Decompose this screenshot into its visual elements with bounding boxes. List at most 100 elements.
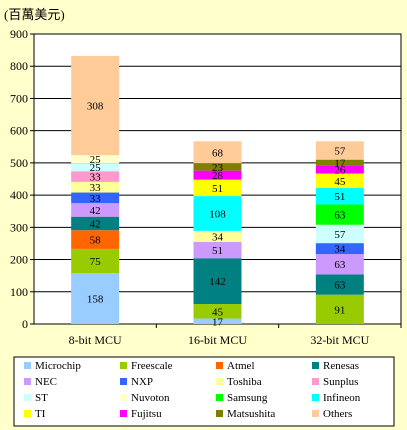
legend-swatch [216,410,223,417]
legend-swatch [312,410,319,417]
bar-segment [193,170,242,180]
data-label: 45 [212,306,224,318]
y-tick-label: 900 [10,27,28,41]
data-label: 25 [90,162,102,174]
y-tick-label: 0 [22,317,28,331]
data-label: 17 [334,157,346,169]
bar-segment [71,273,120,324]
data-label: 63 [334,210,346,222]
bar-segment [315,243,364,255]
legend-entry: ST [35,392,48,404]
data-label: 158 [87,294,104,306]
bar-segment [193,196,242,231]
legend-swatch [24,378,31,385]
data-label: 42 [90,205,101,217]
bar-segment [71,55,120,156]
data-label: 142 [209,276,226,288]
legend-swatch [216,378,223,385]
bar-segment [193,318,242,324]
bar-segment [315,204,364,225]
y-tick-label: 300 [10,220,28,234]
bar-segment [315,141,364,160]
legend-swatch [24,362,31,369]
legend-entry: Others [323,408,352,420]
legend-box [13,356,395,427]
bar-segment [315,294,364,324]
data-label: 308 [87,101,104,113]
y-tick-label: 400 [10,188,28,202]
y-tick-label: 100 [10,285,28,299]
legend-entry: Matsushita [227,408,275,420]
data-label: 34 [334,244,346,256]
legend-swatch [120,362,127,369]
legend-swatch [216,362,223,369]
legend-swatch [24,394,31,401]
legend-entry: Freescale [131,360,173,372]
data-label: 108 [209,208,226,220]
legend-entry: Microchip [35,360,81,372]
legend-swatch [312,394,319,401]
legend-swatch [312,362,319,369]
y-axis: 0 100 200 300 400 500 600 700 800 900 [10,27,34,331]
bar-segment [71,230,120,249]
legend-swatch [216,394,223,401]
legend-entry: Infineon [323,392,361,404]
data-label: 28 [212,170,224,182]
data-label: 23 [212,162,224,174]
y-tick-label: 200 [10,253,28,267]
data-label: 75 [90,256,102,268]
data-label: 63 [334,259,346,271]
data-label: 57 [334,145,346,157]
bar-segment [71,181,120,193]
data-label: 68 [212,147,224,159]
bar-segment [315,173,364,189]
bar-segment [71,248,120,274]
y-tick-label: 600 [10,124,28,138]
data-label: 45 [334,176,346,188]
data-label: 33 [90,182,102,194]
data-label: 51 [334,191,345,203]
legend-entry: Atmel [227,360,255,372]
legend-swatch [120,378,127,385]
data-label: 91 [334,304,345,316]
bar-segment [315,224,364,244]
bar-segment [71,216,120,231]
x-axis: 8-bit MCU 16-bit MCU 32-bit MCU [69,324,402,347]
data-label: 33 [90,193,102,205]
bar-segment [71,203,120,217]
bar-segment [71,155,120,164]
legend-entry: Fujitsu [131,408,162,420]
bar-segment [193,141,242,164]
data-label: 57 [334,229,346,241]
data-label: 63 [334,280,346,292]
data-label: 51 [212,183,223,195]
bar-segment [315,274,364,295]
legend-entry: Toshiba [227,376,262,388]
bar-segment [193,258,242,305]
data-label: 34 [212,231,224,243]
x-tick-label: 32-bit MCU [310,333,369,347]
data-label: 25 [90,154,102,166]
bar-segment [193,241,242,259]
bar-segment [315,254,364,275]
data-label: 51 [212,245,223,257]
legend-entry: Renesas [323,360,359,372]
legend-swatch [120,394,127,401]
bar-segment [71,163,120,172]
legend-entry: NEC [35,376,57,388]
bar-segment [315,165,364,174]
x-tick-label: 8-bit MCU [69,333,122,347]
unit-label: (百萬美元) [4,7,65,22]
data-label: 33 [90,172,102,184]
y-tick-label: 500 [10,156,28,170]
bar-segment [71,192,120,204]
bar-segment [315,188,364,205]
y-tick-label: 700 [10,91,28,105]
legend: Microchip Freescale Atmel Renesas NEC NXP Tosh… [13,356,395,427]
legend-swatch [312,378,319,385]
bars: 1587558424233333325253081745142513410851… [71,55,364,328]
y-tick-label: 800 [10,59,28,73]
x-tick-label: 16-bit MCU [188,333,247,347]
data-label: 26 [334,164,346,176]
